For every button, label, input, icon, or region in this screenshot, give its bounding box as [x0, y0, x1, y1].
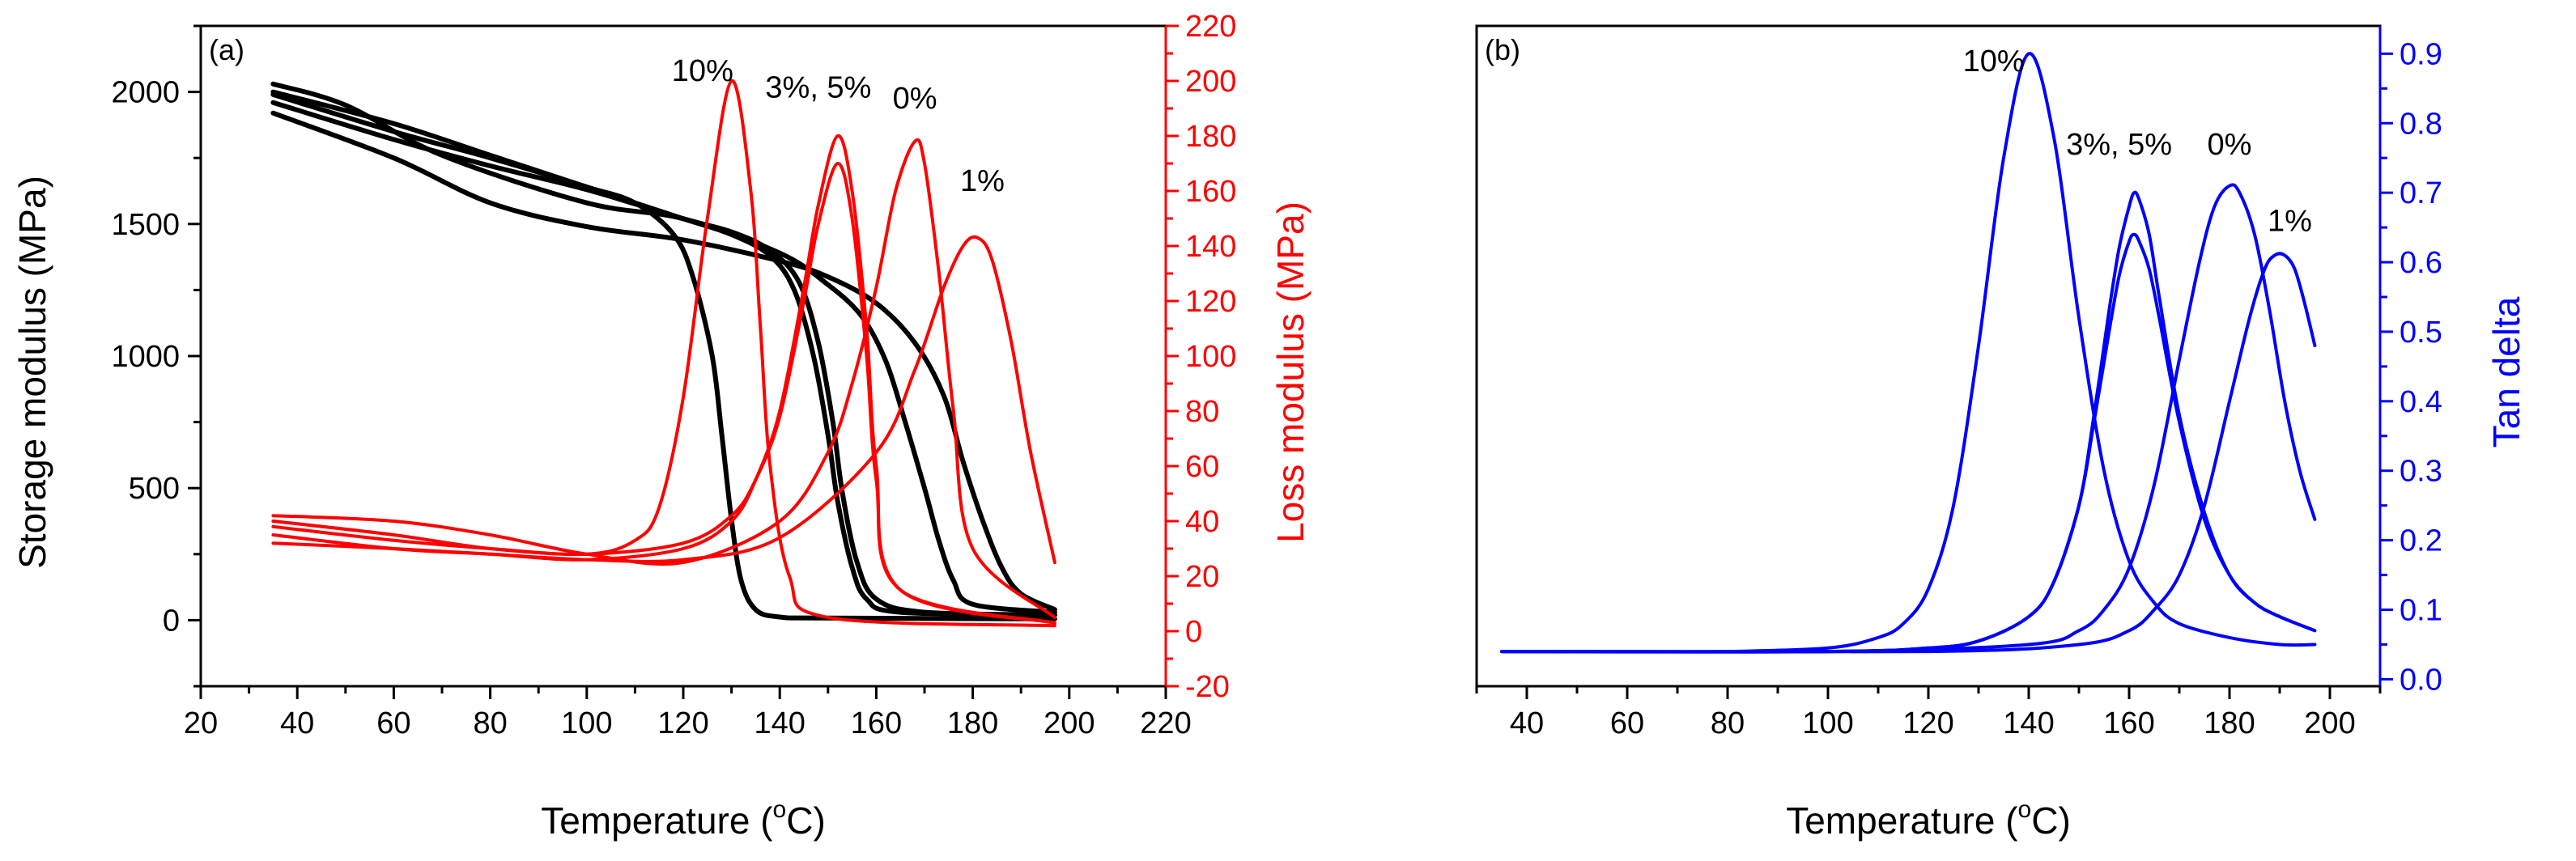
y2-tick-label-b: 0.8: [2400, 107, 2442, 141]
y2-tick-label-a: -20: [1185, 670, 1230, 704]
x-tick-label-b: 160: [2103, 706, 2154, 740]
x-tick-label-a: 60: [376, 706, 410, 740]
series-line: [270, 91, 1057, 621]
y2-tick-label-b: 0.0: [2400, 663, 2442, 697]
y2-tick-label-a: 40: [1185, 505, 1219, 539]
x-tick-label-a: 220: [1140, 706, 1191, 740]
panel-label-b: (b): [1485, 33, 1520, 66]
panel-b-tan-delta: 40 60 80 100 120 140 160 180 200 0.0 0.1 0.2 0.3 0.4 0…: [1475, 24, 2527, 842]
x-tick-label-a: 80: [473, 706, 507, 740]
x-tick-label-a: 160: [851, 706, 902, 740]
y2-tick-label-a: 20: [1185, 560, 1219, 594]
y2-tick-label-b: 0.3: [2400, 455, 2442, 489]
x-tick-label-a: 40: [280, 706, 314, 740]
series-line: [271, 138, 1056, 619]
y-tick-label-a: 0: [163, 604, 180, 638]
series-line: [270, 81, 1057, 615]
x-tick-label-a: 100: [561, 706, 612, 740]
y2-tick-label-b: 0.6: [2400, 246, 2442, 280]
series-line: [1500, 232, 2317, 654]
x-tick-label-b: 40: [1510, 706, 1544, 740]
x-tick-label-a: 200: [1044, 706, 1095, 740]
x-tick-label-a: 180: [947, 706, 998, 740]
series-line: [1500, 190, 2317, 654]
y-axis-title-a: Storage modulus (MPa): [11, 176, 53, 569]
y-tick-label-a: 500: [129, 472, 180, 506]
y2-axis-title-b: Tan delta: [2485, 296, 2527, 447]
y2-tick-label-a: 180: [1185, 120, 1236, 154]
x-tick-label-b: 200: [2304, 706, 2355, 740]
y2-tick-label-a: 160: [1185, 175, 1236, 209]
series-line: [1500, 52, 2317, 654]
x-tick-label-b: 100: [1802, 706, 1853, 740]
x-tick-label-b: 80: [1711, 706, 1745, 740]
y2-tick-label-a: 140: [1185, 230, 1236, 264]
y2-tick-label-b: 0.1: [2400, 594, 2442, 628]
series-line: [270, 89, 1057, 617]
peak-annotation-b: 3%, 5%: [2066, 128, 2172, 162]
y2-tick-label-a: 100: [1185, 340, 1236, 374]
x-tick-label-a: 140: [754, 706, 805, 740]
y2-tick-label-b: 0.2: [2400, 524, 2442, 558]
peak-annotation-a: 1%: [960, 164, 1005, 198]
y-tick-label-a: 1000: [111, 340, 180, 374]
series-line: [270, 100, 1057, 617]
series-line: [271, 162, 1056, 625]
peak-annotation-a: 0%: [893, 82, 937, 116]
peak-annotation-b: 10%: [1963, 45, 2025, 78]
y2-tick-label-a: 220: [1185, 10, 1236, 44]
series-line: [271, 235, 1056, 564]
y2-axis-title-a: Loss modulus (MPa): [1269, 201, 1311, 543]
x-axis-title-b: Temperature (oC): [1786, 796, 2071, 842]
panel-a-storage-loss-modulus: 20 40 60 80 100 120 140 160 180 200 22005001000150…: [11, 10, 1311, 842]
y2-tick-label-b: 0.4: [2400, 385, 2442, 419]
x-tick-label-b: 140: [2003, 706, 2054, 740]
y2-tick-label-b: 0.9: [2400, 37, 2442, 71]
x-tick-label-b: 60: [1610, 706, 1644, 740]
y2-tick-label-a: 80: [1185, 395, 1219, 429]
x-tick-label-b: 180: [2204, 706, 2255, 740]
x-tick-label-a: 120: [657, 706, 708, 740]
series-line: [1500, 252, 2317, 654]
peak-annotation-a: 10%: [672, 54, 733, 88]
panel-label-a: (a): [209, 33, 244, 66]
series-line: [1500, 183, 2317, 654]
y2-tick-label-b: 0.5: [2400, 316, 2442, 350]
y2-tick-label-a: 0: [1185, 615, 1202, 649]
y2-tick-label-a: 200: [1185, 65, 1236, 99]
peak-annotation-b: 1%: [2268, 204, 2312, 238]
x-tick-label-a: 20: [184, 706, 218, 740]
x-axis-title-a: Temperature (oC): [541, 796, 826, 842]
y-tick-label-a: 1500: [111, 208, 180, 242]
y2-tick-label-b: 0.7: [2400, 176, 2442, 210]
peak-annotation-a: 3%, 5%: [765, 70, 871, 104]
peak-annotation-b: 0%: [2208, 128, 2252, 162]
y-tick-label-a: 2000: [111, 76, 180, 110]
series-line: [270, 110, 1057, 613]
y2-tick-label-a: 60: [1185, 450, 1219, 484]
x-tick-label-b: 120: [1902, 706, 1953, 740]
y2-tick-label-a: 120: [1185, 285, 1236, 319]
